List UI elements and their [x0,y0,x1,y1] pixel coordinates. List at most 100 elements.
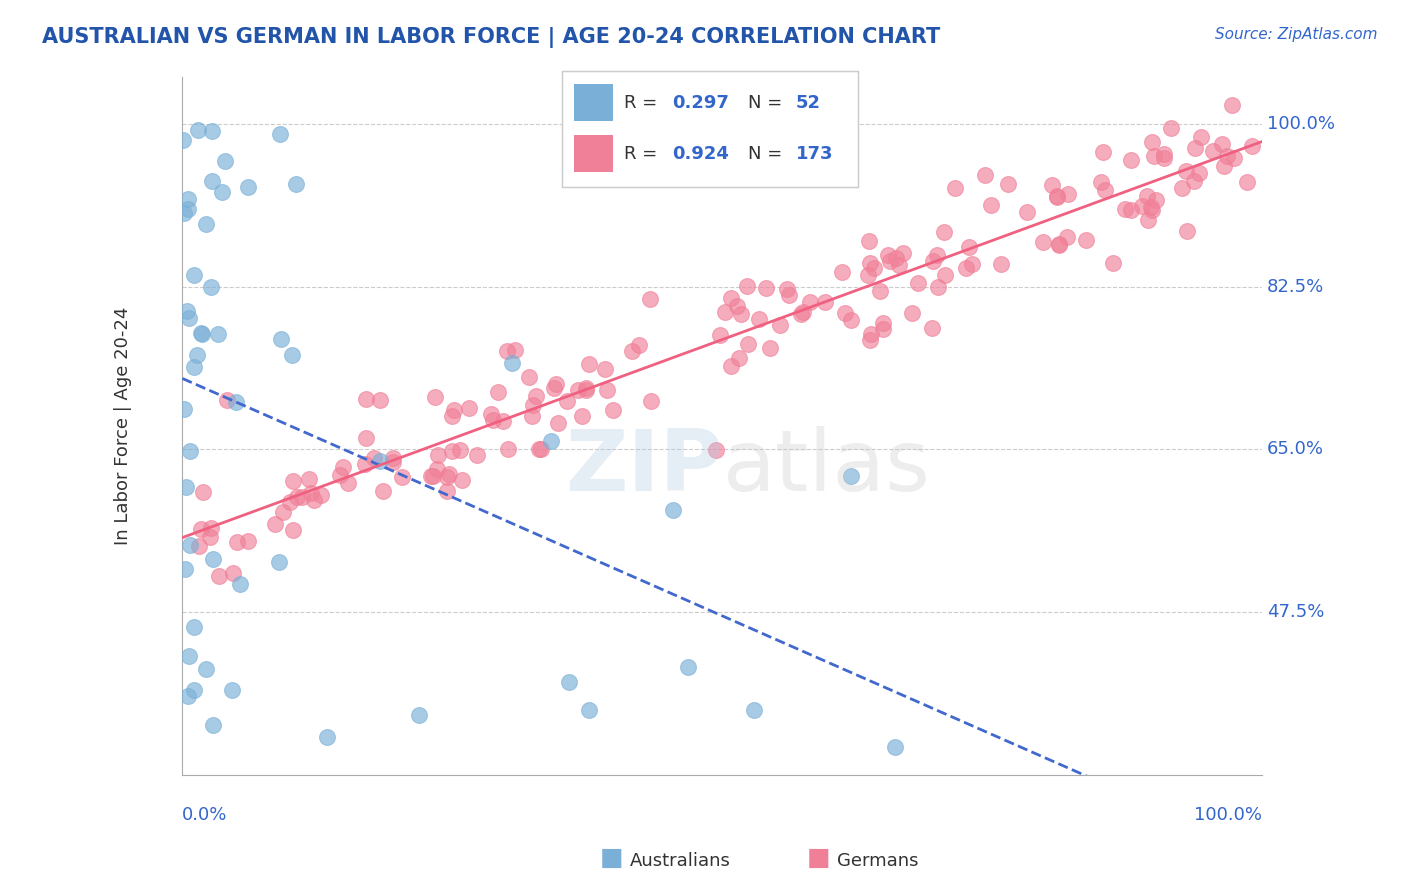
Text: N =: N = [748,94,789,112]
Point [720,359,742,373]
Point [620,344,643,359]
Point [709,328,731,343]
Text: 47.5%: 47.5% [1267,603,1324,621]
Point [200,280,222,294]
Text: R =: R = [624,145,664,162]
Point [486,384,509,399]
Point [191,485,214,500]
Point [271,505,294,519]
Point [201,552,224,566]
Point [628,338,651,352]
Point [790,307,813,321]
Point [426,462,449,476]
Point [225,534,247,549]
Point [173,562,195,576]
Point [501,356,523,370]
Point [1182,174,1205,188]
Point [1174,164,1197,178]
Point [269,127,291,141]
Point [208,568,231,582]
Point [1220,98,1243,112]
Point [419,469,441,483]
Text: N =: N = [748,145,789,162]
Point [974,168,997,182]
Point [1045,189,1067,203]
Text: 100.0%: 100.0% [1195,806,1263,824]
Point [440,443,463,458]
Point [720,291,742,305]
Point [425,390,447,404]
Point [934,225,956,239]
Point [179,443,201,458]
Point [201,124,224,138]
Point [544,377,567,392]
Text: 65.0%: 65.0% [1267,441,1323,458]
Point [177,648,200,663]
Point [183,359,205,374]
Point [869,284,891,298]
Point [174,480,197,494]
Point [1236,174,1258,188]
Point [595,383,617,397]
Point [759,341,782,355]
Point [887,259,910,273]
Point [575,381,598,395]
Text: ■: ■ [600,846,623,870]
Point [1211,137,1233,152]
Point [202,718,225,732]
Point [449,442,471,457]
Point [1184,141,1206,155]
Point [1136,213,1159,227]
Point [901,306,924,320]
Point [381,455,404,469]
Text: 0.297: 0.297 [672,94,728,112]
Point [270,332,292,346]
Point [778,288,800,302]
Point [267,555,290,569]
Point [530,442,553,456]
Point [371,484,394,499]
Point [299,486,322,500]
Point [921,321,943,335]
Point [883,739,905,754]
Point [879,253,901,268]
Point [943,181,966,195]
Point [458,401,481,416]
Point [872,321,894,335]
Point [876,248,898,262]
Point [862,260,884,275]
Point [831,265,853,279]
Point [297,472,319,486]
Point [198,530,221,544]
Point [1102,256,1125,270]
Text: 0.0%: 0.0% [183,806,228,824]
Point [922,254,945,268]
Point [1216,149,1239,163]
Point [264,516,287,531]
Point [200,521,222,535]
Point [980,198,1002,212]
Point [834,306,856,320]
Point [755,281,778,295]
Point [792,305,814,319]
Point [183,619,205,633]
Point [714,304,737,318]
Point [291,491,314,505]
Point [839,313,862,327]
Point [891,246,914,260]
Point [990,257,1012,271]
Point [422,469,444,483]
Point [540,434,562,449]
Point [492,414,515,428]
Point [1032,235,1054,249]
Point [872,316,894,330]
Point [1130,199,1153,213]
Point [934,268,956,283]
Point [363,451,385,466]
Point [856,268,879,282]
Point [195,217,218,231]
Text: Source: ZipAtlas.com: Source: ZipAtlas.com [1215,27,1378,42]
Point [194,662,217,676]
Point [285,490,308,504]
Point [728,351,751,365]
